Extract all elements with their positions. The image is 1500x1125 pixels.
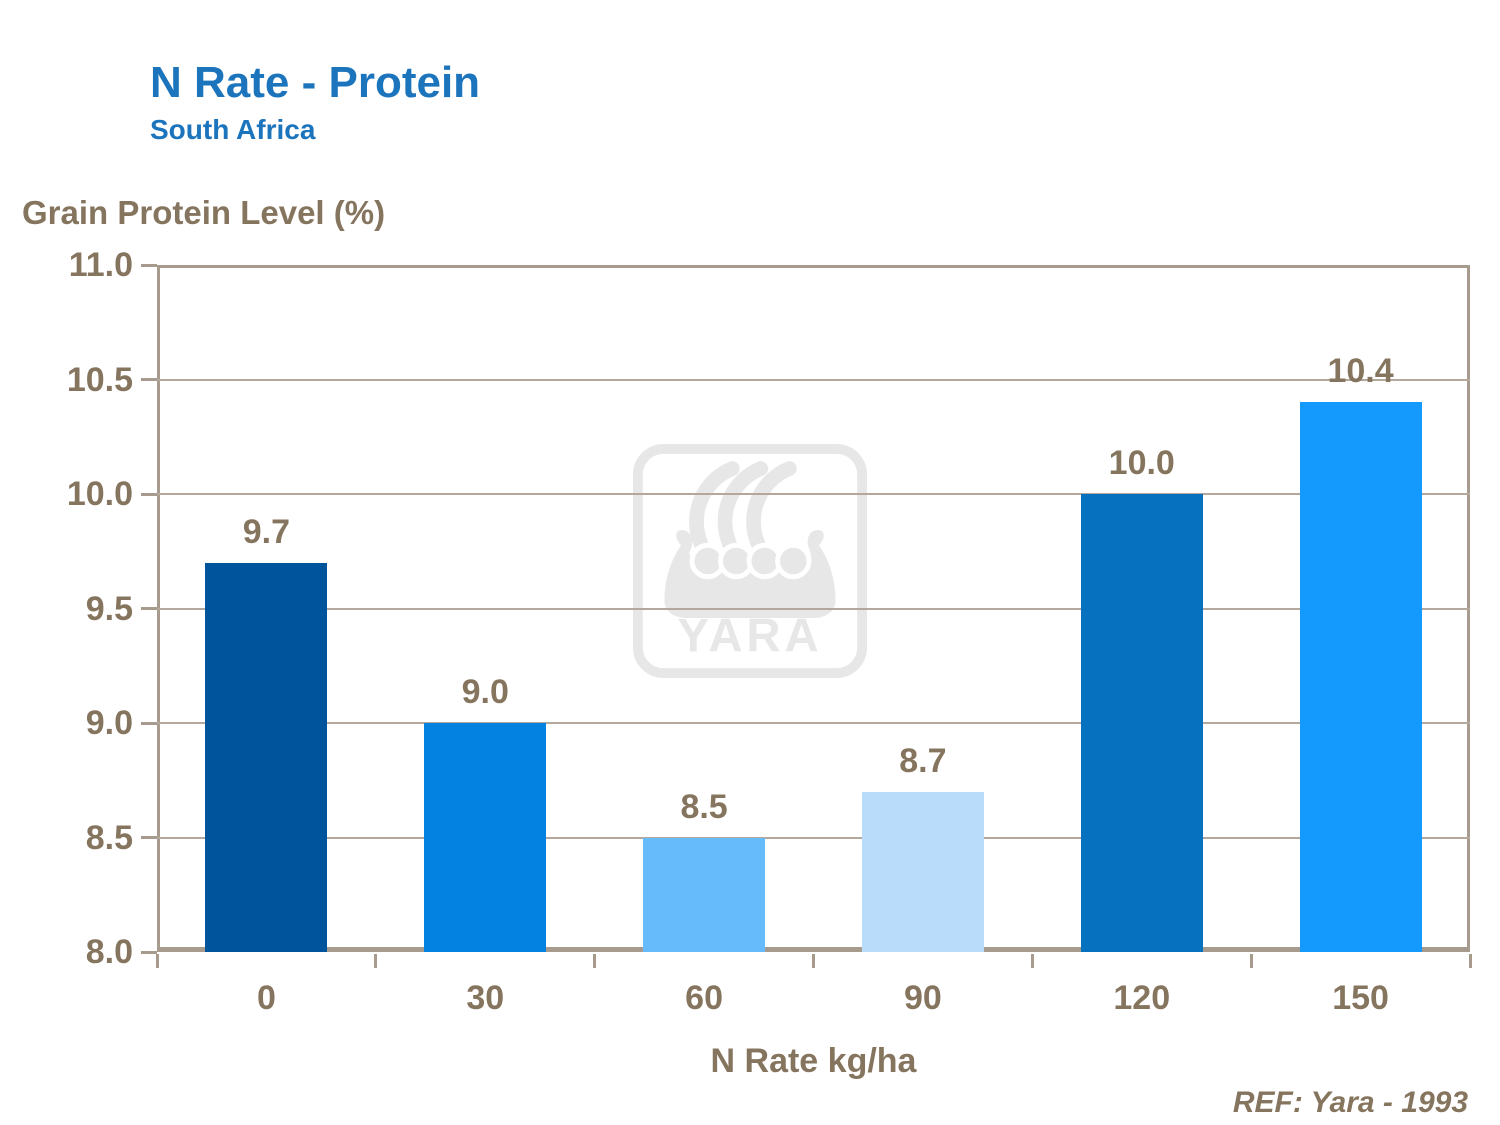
y-axis-tick (141, 378, 157, 381)
x-axis-title: N Rate kg/ha (710, 1042, 917, 1080)
y-axis-tick-label: 8.5 (85, 818, 133, 857)
x-axis-tick (155, 954, 159, 968)
y-axis-title: Grain Protein Level (%) (22, 194, 386, 231)
bar-value-label: 8.5 (680, 787, 728, 826)
x-axis-tick (1249, 954, 1253, 968)
page-subtitle: South Africa (150, 114, 316, 145)
bar-value-label: 10.4 (1327, 352, 1394, 391)
bar-value-label: 8.7 (899, 741, 947, 780)
reference-note: REF: Yara - 1993 (1232, 1086, 1468, 1119)
y-axis-tick (141, 263, 157, 267)
y-axis-tick-label: 8.0 (85, 933, 133, 971)
bar-30 (424, 723, 547, 952)
x-axis-tick-label: 90 (903, 979, 942, 1017)
y-axis-tick-label: 9.0 (85, 704, 133, 742)
bar-60 (643, 837, 766, 952)
y-axis-tick (141, 607, 157, 610)
gridline (157, 836, 1470, 839)
bar-0 (205, 562, 328, 952)
yara-ship-shields-icon (689, 542, 812, 580)
yara-logo-text: YARA (677, 609, 822, 662)
x-axis-tick-label: 60 (685, 979, 723, 1017)
y-axis-tick (141, 721, 157, 725)
gridline (157, 378, 1470, 381)
x-axis-tick (1468, 954, 1472, 968)
y-axis-tick (141, 492, 157, 496)
yara-ship-hull-icon (664, 529, 836, 619)
gridline (157, 607, 1470, 610)
y-axis-tick-label: 11.0 (68, 246, 133, 284)
y-axis-tick (141, 836, 157, 839)
x-axis-tick (593, 954, 597, 968)
x-axis-tick-label: 150 (1332, 979, 1389, 1017)
x-axis-tick (374, 954, 378, 968)
x-axis-tick (812, 954, 815, 968)
x-axis-tick (1030, 954, 1034, 968)
yara-logo-watermark: YARA (632, 443, 868, 679)
y-axis-tick-label: 9.5 (85, 589, 133, 628)
bar-90 (861, 791, 984, 952)
bar-value-label: 10.0 (1108, 444, 1175, 482)
page-title: N Rate - Protein (150, 58, 481, 107)
y-axis-tick-label: 10.5 (66, 360, 133, 399)
x-axis-tick-label: 30 (466, 979, 505, 1017)
yara-ship-sails-icon (689, 461, 797, 551)
bar-150 (1299, 402, 1422, 952)
bar-value-label: 9.0 (461, 673, 509, 711)
y-axis-tick (141, 950, 157, 954)
y-axis-tick-label: 10.0 (66, 475, 133, 513)
bar-value-label: 9.7 (242, 512, 291, 551)
gridline (157, 722, 1470, 724)
x-axis-tick-label: 120 (1113, 979, 1171, 1017)
gridline (157, 493, 1470, 495)
yara-logo-frame (632, 443, 868, 679)
bar-120 (1080, 494, 1203, 952)
x-axis-tick-label: 0 (256, 979, 276, 1017)
